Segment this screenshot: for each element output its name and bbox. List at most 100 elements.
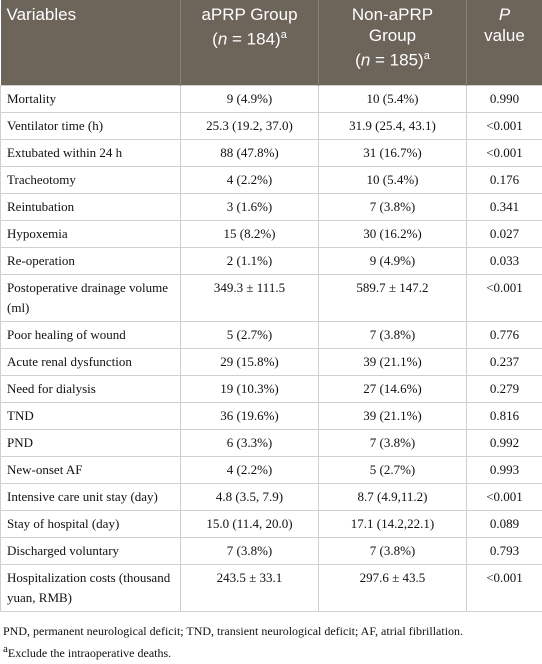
- value-cell: 0.089: [466, 510, 542, 538]
- results-table: Variables aPRP Group (n = 184)a Non-aPRP G…: [0, 0, 542, 612]
- variable-cell: Poor healing of wound: [0, 321, 181, 349]
- header-text: aPRP Group: [201, 5, 298, 24]
- table-row: Intensive care unit stay (day) 4.8 (3.5, …: [0, 483, 542, 511]
- value-cell: 297.6 ± 43.5: [318, 564, 467, 612]
- table-row: Stay of hospital (day) 15.0 (11.4, 20.0) 1…: [0, 510, 542, 538]
- header-text: Non-aPRP: [351, 5, 434, 24]
- table-row: Mortality 9 (4.9%) 10 (5.4%) 0.990: [0, 85, 542, 113]
- header-text: (: [212, 29, 218, 49]
- value-cell: 0.816: [466, 402, 542, 430]
- value-cell: 5 (2.7%): [318, 456, 467, 484]
- table-row: Poor healing of wound 5 (2.7%) 7 (3.8%) 0.7…: [0, 321, 542, 349]
- variable-cell: Mortality: [0, 85, 181, 113]
- table-row: TND 36 (19.6%) 39 (21.1%) 0.816: [0, 402, 542, 430]
- value-cell: 4 (2.2%): [180, 166, 319, 194]
- value-cell: 17.1 (14.2,22.1): [318, 510, 467, 538]
- value-cell: 0.237: [466, 348, 542, 376]
- value-cell: 2 (1.1%): [180, 247, 319, 275]
- value-cell: 7 (3.8%): [180, 537, 319, 565]
- value-cell: 31.9 (25.4, 43.1): [318, 112, 467, 140]
- footnote-text: Exclude the intraoperative deaths.: [7, 646, 172, 660]
- value-cell: 15 (8.2%): [180, 220, 319, 248]
- value-cell: 15.0 (11.4, 20.0): [180, 510, 319, 538]
- value-cell: <0.001: [466, 483, 542, 511]
- variable-cell: Hospitalization costs (thousand yuan, RM…: [0, 564, 181, 612]
- value-cell: 7 (3.8%): [318, 429, 467, 457]
- variable-cell: Stay of hospital (day): [0, 510, 181, 538]
- value-cell: 0.341: [466, 193, 542, 221]
- value-cell: 0.993: [466, 456, 542, 484]
- value-cell: 9 (4.9%): [318, 247, 467, 275]
- variable-cell: New-onset AF: [0, 456, 181, 484]
- value-cell: 4 (2.2%): [180, 456, 319, 484]
- variable-cell: Discharged voluntary: [0, 537, 181, 565]
- table-row: Reintubation 3 (1.6%) 7 (3.8%) 0.341: [0, 193, 542, 221]
- value-cell: 243.5 ± 33.1: [180, 564, 319, 612]
- header-text: (: [355, 50, 361, 70]
- footnote: aExclude the intraoperative deaths.: [3, 640, 539, 662]
- variable-cell: Ventilator time (h): [0, 112, 181, 140]
- value-cell: 29 (15.8%): [180, 348, 319, 376]
- footnote-sup: a: [3, 643, 8, 655]
- variable-cell: Intensive care unit stay (day): [0, 483, 181, 511]
- value-cell: 9 (4.9%): [180, 85, 319, 113]
- table-header: Variables aPRP Group (n = 184)a Non-aPRP G…: [0, 0, 542, 86]
- header-text: Group: [368, 26, 417, 45]
- value-cell: 0.033: [466, 247, 542, 275]
- footnote: PND, permanent neurological deficit; TND…: [3, 624, 464, 638]
- header-text: n: [217, 29, 228, 49]
- footnotes: PND, permanent neurological deficit; TND…: [0, 612, 542, 662]
- value-cell: 0.990: [466, 85, 542, 113]
- value-cell: 0.279: [466, 375, 542, 403]
- variable-cell: Postoperative drainage volume (ml): [0, 274, 181, 322]
- header-cell: aPRP Group (n = 184)a: [180, 0, 319, 86]
- value-cell: 31 (16.7%): [318, 139, 467, 167]
- value-cell: <0.001: [466, 112, 542, 140]
- variable-cell: Re-operation: [0, 247, 181, 275]
- value-cell: 5 (2.7%): [180, 321, 319, 349]
- variable-cell: Tracheotomy: [0, 166, 181, 194]
- value-cell: 0.776: [466, 321, 542, 349]
- table-row: Hospitalization costs (thousand yuan, RM…: [0, 564, 542, 612]
- table-row: Postoperative drainage volume (ml) 349.3 …: [0, 274, 542, 322]
- value-cell: 8.7 (4.9,11.2): [318, 483, 467, 511]
- variable-cell: PND: [0, 429, 181, 457]
- header-cell: Non-aPRP Group (n = 185)a: [318, 0, 467, 86]
- table-body: Mortality 9 (4.9%) 10 (5.4%) 0.990 Ventilato…: [0, 85, 542, 612]
- variable-cell: Extubated within 24 h: [0, 139, 181, 167]
- value-cell: <0.001: [466, 139, 542, 167]
- value-cell: 36 (19.6%): [180, 402, 319, 430]
- table-row: Hypoxemia 15 (8.2%) 30 (16.2%) 0.027: [0, 220, 542, 248]
- value-cell: 10 (5.4%): [318, 85, 467, 113]
- variable-cell: Reintubation: [0, 193, 181, 221]
- value-cell: 25.3 (19.2, 37.0): [180, 112, 319, 140]
- value-cell: 589.7 ± 147.2: [318, 274, 467, 322]
- header-sup: a: [423, 50, 430, 62]
- value-cell: 7 (3.8%): [318, 537, 467, 565]
- value-cell: 6 (3.3%): [180, 429, 319, 457]
- table-row: Extubated within 24 h 88 (47.8%) 31 (16.7%…: [0, 139, 542, 167]
- variable-cell: Need for dialysis: [0, 375, 181, 403]
- value-cell: 7 (3.8%): [318, 321, 467, 349]
- header-text: = 185): [370, 50, 424, 70]
- value-cell: 10 (5.4%): [318, 166, 467, 194]
- table-row: New-onset AF 4 (2.2%) 5 (2.7%) 0.993: [0, 456, 542, 484]
- variable-cell: TND: [0, 402, 181, 430]
- variable-cell: Hypoxemia: [0, 220, 181, 248]
- header-text: P: [498, 5, 511, 24]
- value-cell: 27 (14.6%): [318, 375, 467, 403]
- value-cell: 0.992: [466, 429, 542, 457]
- value-cell: 0.793: [466, 537, 542, 565]
- header-sup: a: [280, 29, 287, 41]
- value-cell: <0.001: [466, 274, 542, 322]
- table-row: Acute renal dysfunction 29 (15.8%) 39 (21.…: [0, 348, 542, 376]
- value-cell: 7 (3.8%): [318, 193, 467, 221]
- header-text: = 184): [227, 29, 281, 49]
- table-row: Ventilator time (h) 25.3 (19.2, 37.0) 31.9…: [0, 112, 542, 140]
- value-cell: 30 (16.2%): [318, 220, 467, 248]
- header-text: n: [360, 50, 371, 70]
- value-cell: 39 (21.1%): [318, 348, 467, 376]
- value-cell: 349.3 ± 111.5: [180, 274, 319, 322]
